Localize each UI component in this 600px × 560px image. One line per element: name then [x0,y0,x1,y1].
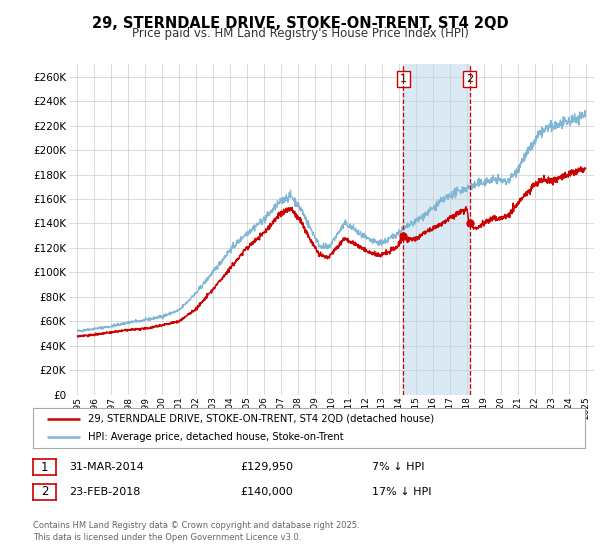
Text: 7% ↓ HPI: 7% ↓ HPI [372,462,425,472]
Text: 31-MAR-2014: 31-MAR-2014 [69,462,144,472]
Text: 17% ↓ HPI: 17% ↓ HPI [372,487,431,497]
Text: HPI: Average price, detached house, Stoke-on-Trent: HPI: Average price, detached house, Stok… [88,432,344,442]
Text: Contains HM Land Registry data © Crown copyright and database right 2025.
This d: Contains HM Land Registry data © Crown c… [33,521,359,542]
Text: 2: 2 [41,485,48,498]
Text: 2: 2 [466,74,473,84]
Bar [403,64,470,395]
Text: Price paid vs. HM Land Registry's House Price Index (HPI): Price paid vs. HM Land Registry's House … [131,27,469,40]
Text: 23-FEB-2018: 23-FEB-2018 [69,487,140,497]
Text: £140,000: £140,000 [240,487,293,497]
Text: 1: 1 [41,460,48,474]
Text: £129,950: £129,950 [240,462,293,472]
Text: 29, STERNDALE DRIVE, STOKE-ON-TRENT, ST4 2QD: 29, STERNDALE DRIVE, STOKE-ON-TRENT, ST4… [92,16,508,31]
Text: 29, STERNDALE DRIVE, STOKE-ON-TRENT, ST4 2QD (detached house): 29, STERNDALE DRIVE, STOKE-ON-TRENT, ST4… [88,414,434,423]
Text: 1: 1 [400,74,407,84]
